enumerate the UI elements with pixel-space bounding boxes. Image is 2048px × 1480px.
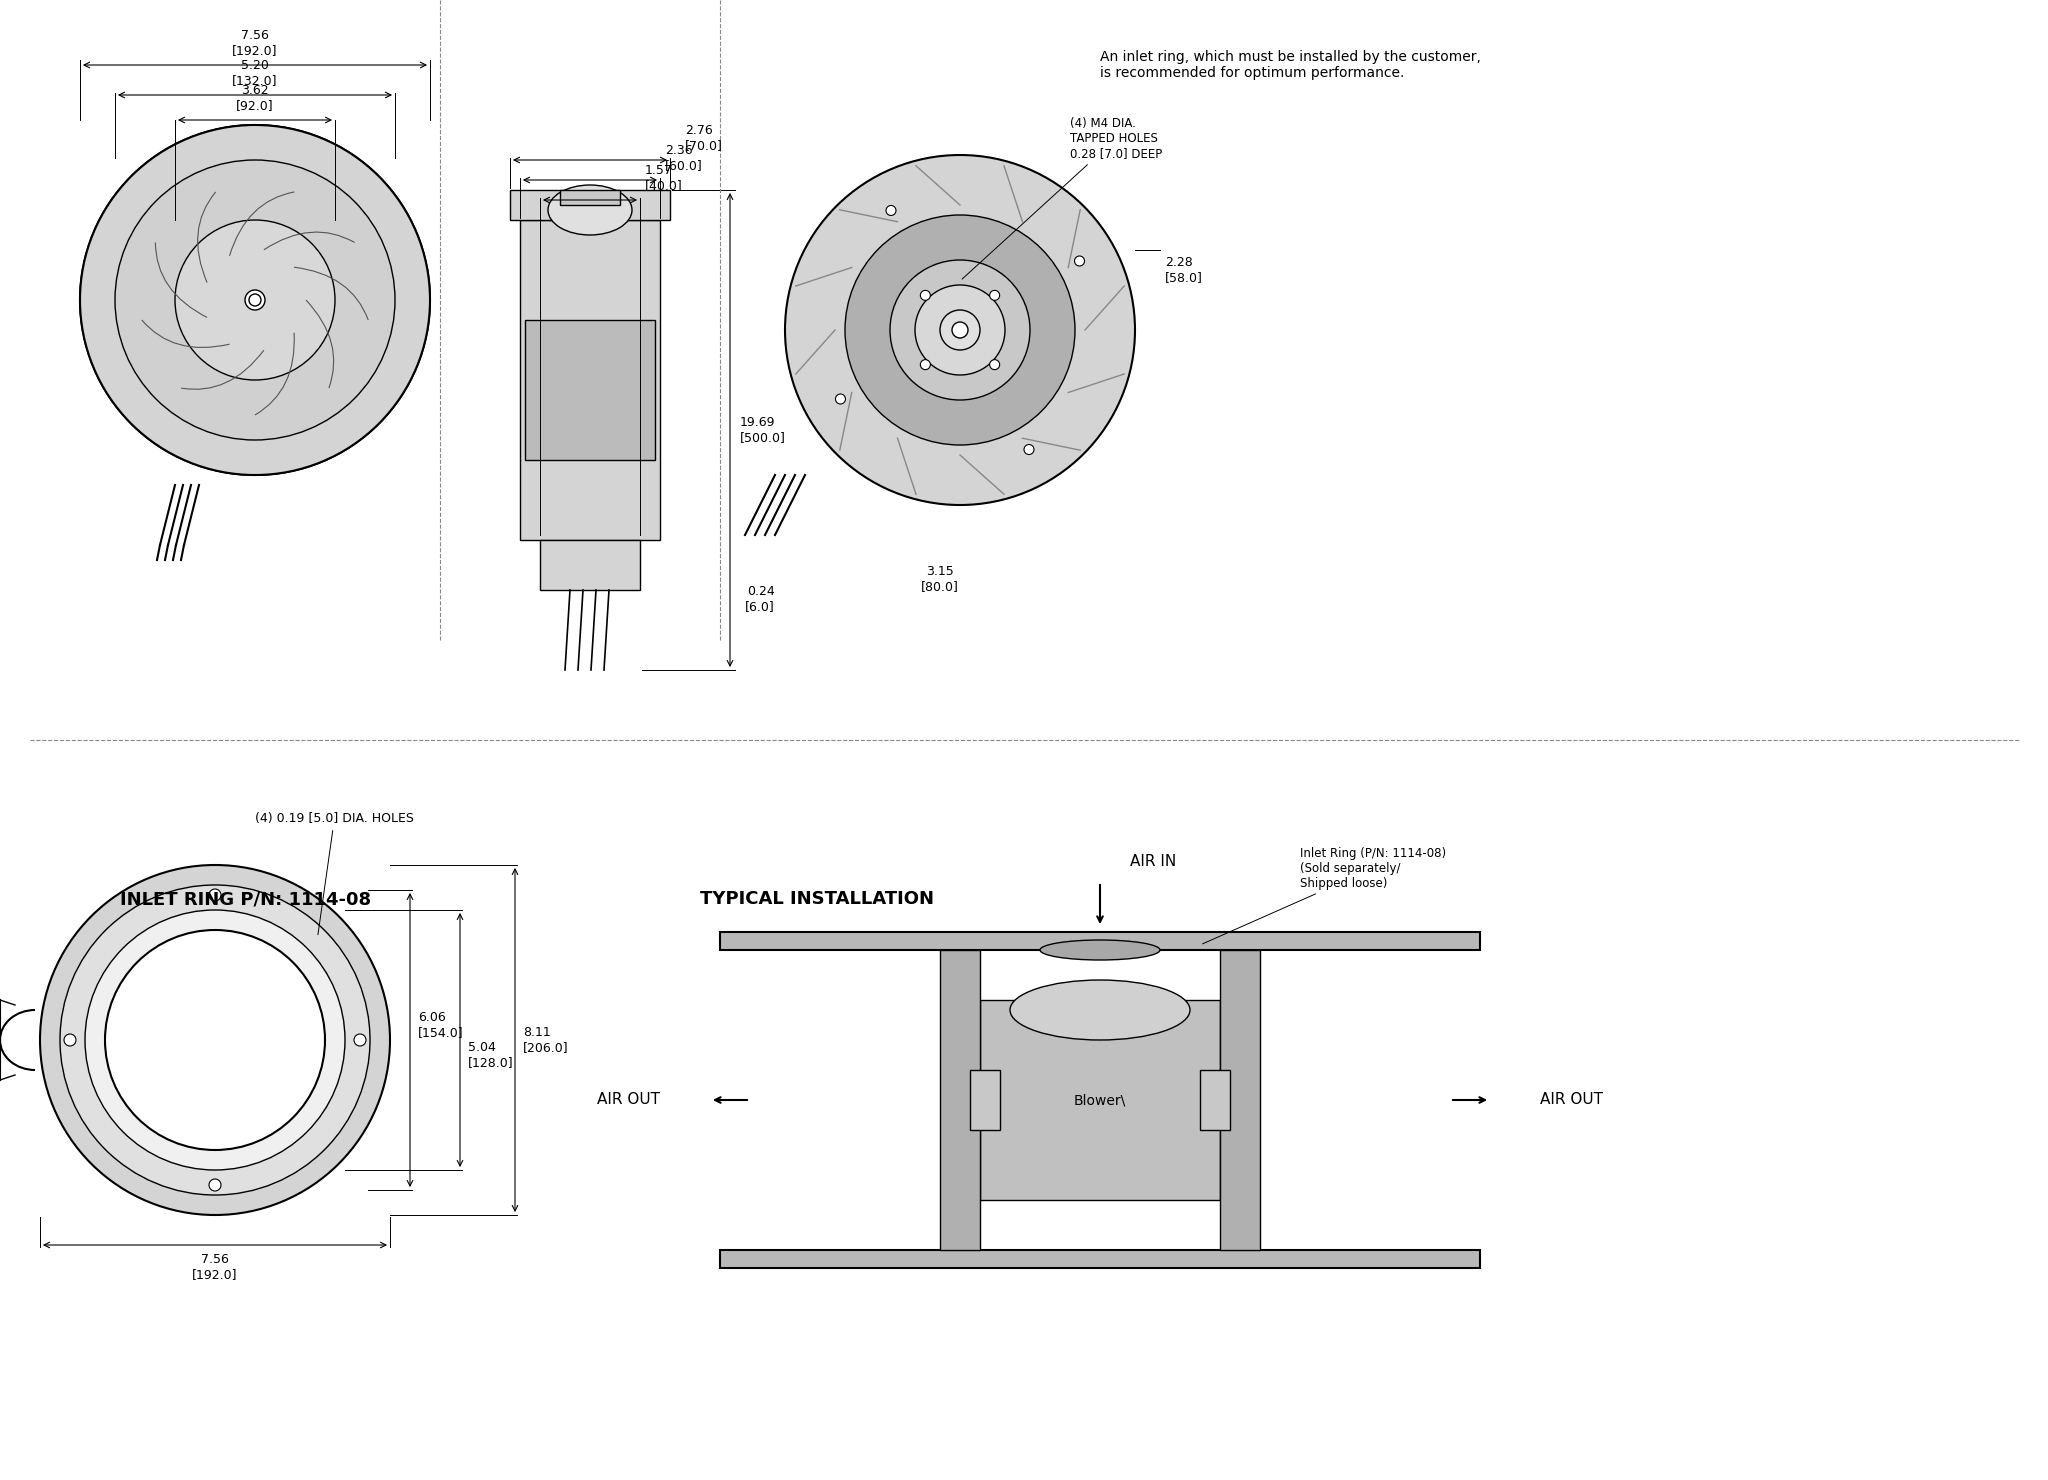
Text: AIR IN: AIR IN [1130,854,1176,869]
Bar [559,189,621,206]
Circle shape [920,360,930,370]
Bar [971,1070,999,1131]
Circle shape [135,181,375,420]
Circle shape [989,290,999,300]
Text: AIR OUT: AIR OUT [1540,1092,1604,1107]
Bar [541,540,639,591]
Text: 2.28
[58.0]: 2.28 [58.0] [1165,256,1202,284]
Text: Blower\: Blower\ [1073,1094,1126,1107]
Text: TYPICAL INSTALLATION: TYPICAL INSTALLATION [700,889,934,909]
Circle shape [63,1035,76,1046]
Text: 8.11
[206.0]: 8.11 [206.0] [522,1026,569,1054]
Circle shape [104,929,326,1150]
Circle shape [59,885,371,1194]
Circle shape [915,286,1006,374]
Text: Inlet Ring (P/N: 1114-08)
(Sold separately/
Shipped loose): Inlet Ring (P/N: 1114-08) (Sold separate… [1202,847,1446,944]
Text: 5.04
[128.0]: 5.04 [128.0] [469,1040,514,1069]
Circle shape [1024,444,1034,454]
Text: 1.57
[40.0]: 1.57 [40.0] [645,164,682,192]
Circle shape [174,221,336,380]
Circle shape [209,889,221,901]
Text: (4) M4 DIA.
TAPPED HOLES
0.28 [7.0] DEEP: (4) M4 DIA. TAPPED HOLES 0.28 [7.0] DEEP [963,117,1163,280]
Text: INLET RING P/N: 1114-08: INLET RING P/N: 1114-08 [121,889,371,909]
Text: AIR OUT: AIR OUT [598,1092,659,1107]
Circle shape [891,260,1030,400]
Circle shape [115,160,395,440]
Circle shape [41,864,389,1215]
Circle shape [836,394,846,404]
Circle shape [920,290,930,300]
Text: 3.62
[92.0]: 3.62 [92.0] [236,84,274,112]
Text: An inlet ring, which must be installed by the customer,
is recommended for optim: An inlet ring, which must be installed b… [1100,50,1481,80]
Ellipse shape [1010,980,1190,1040]
Text: 6.06
[154.0]: 6.06 [154.0] [418,1011,463,1039]
Bar [1221,950,1260,1251]
Bar [520,221,659,540]
Bar [981,1000,1221,1200]
Text: 7.56
[192.0]: 7.56 [192.0] [231,30,279,58]
Circle shape [209,1180,221,1191]
Bar [524,320,655,460]
Text: (4) 0.19 [5.0] DIA. HOLES: (4) 0.19 [5.0] DIA. HOLES [256,813,414,935]
Bar [721,932,1481,950]
Text: 3.15
[80.0]: 3.15 [80.0] [922,565,958,593]
Circle shape [952,323,969,337]
Text: 7.56
[192.0]: 7.56 [192.0] [193,1254,238,1282]
Bar [940,950,981,1251]
Bar [721,1251,1481,1268]
Circle shape [354,1035,367,1046]
Ellipse shape [1040,940,1159,961]
Text: 2.36
[60.0]: 2.36 [60.0] [666,144,702,172]
Text: 2.76
[70.0]: 2.76 [70.0] [684,124,723,152]
Circle shape [209,255,301,346]
Circle shape [784,155,1135,505]
Text: 5.20
[132.0]: 5.20 [132.0] [231,59,279,87]
Bar [510,189,670,221]
Text: 0.24
[6.0]: 0.24 [6.0] [745,585,774,613]
Circle shape [887,206,897,216]
Circle shape [80,124,430,475]
Circle shape [86,910,344,1171]
Circle shape [1075,256,1085,266]
Circle shape [846,215,1075,445]
Text: 19.69
[500.0]: 19.69 [500.0] [739,416,786,444]
Circle shape [246,290,264,309]
Ellipse shape [549,185,633,235]
Bar [1200,1070,1231,1131]
Circle shape [940,309,981,349]
Circle shape [250,295,260,306]
Circle shape [989,360,999,370]
